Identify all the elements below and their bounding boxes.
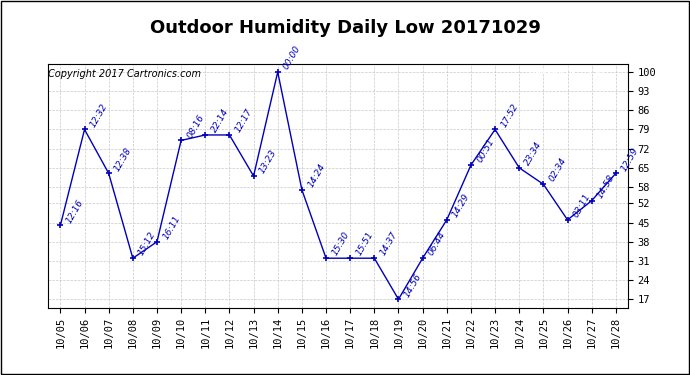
Text: 14:24: 14:24 (306, 162, 327, 189)
Text: Outdoor Humidity Daily Low 20171029: Outdoor Humidity Daily Low 20171029 (150, 19, 540, 37)
Text: 06:44: 06:44 (427, 230, 448, 257)
Text: 17:52: 17:52 (500, 102, 520, 129)
Text: 12:16: 12:16 (65, 198, 86, 225)
Text: 22:14: 22:14 (210, 107, 230, 134)
Text: 15:51: 15:51 (355, 230, 375, 257)
Text: 12:17: 12:17 (234, 107, 255, 134)
Text: 12:59: 12:59 (620, 146, 641, 172)
Text: 00:51: 00:51 (475, 137, 496, 164)
Text: 15:12: 15:12 (137, 230, 158, 257)
Text: 12:38: 12:38 (113, 146, 134, 172)
Text: 08:16: 08:16 (186, 112, 206, 140)
Text: Copyright 2017 Cartronics.com: Copyright 2017 Cartronics.com (48, 69, 201, 79)
Text: 16:11: 16:11 (161, 214, 182, 241)
Text: 14:56: 14:56 (403, 272, 424, 298)
Text: 14:29: 14:29 (451, 192, 472, 219)
Text: 00:00: 00:00 (282, 44, 303, 71)
Text: 03:11: 03:11 (572, 192, 593, 219)
Text: 12:32: 12:32 (89, 102, 110, 129)
Text: 14:37: 14:37 (379, 230, 400, 257)
Text: 02:34: 02:34 (548, 156, 569, 183)
Text: 14:58: 14:58 (596, 173, 617, 200)
Text: 23:34: 23:34 (524, 140, 544, 167)
Text: 13:23: 13:23 (258, 148, 279, 175)
Text: 15:30: 15:30 (331, 230, 351, 257)
